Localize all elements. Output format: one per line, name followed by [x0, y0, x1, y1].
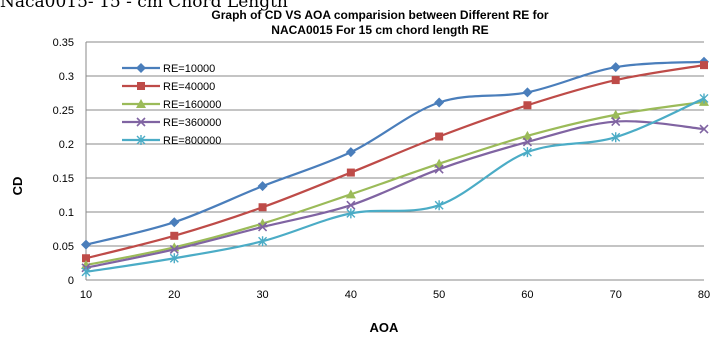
y-tick-label: 0.1: [59, 207, 74, 219]
series-layer: [81, 56, 709, 277]
legend-label: RE=160000: [163, 99, 221, 111]
data-point: [522, 130, 533, 140]
data-point: [169, 244, 179, 254]
data-point: [345, 189, 356, 199]
legend-entry: RE=40000: [122, 81, 215, 93]
data-point: [169, 253, 179, 264]
series-re-160000: [81, 96, 709, 270]
legend-entry: RE=800000: [122, 135, 221, 147]
data-point: [136, 99, 146, 108]
data-point: [170, 231, 179, 240]
axis-layer: 0 0.05 0.1 0.15 0.2 0.25 0.3 0.35 10 20 30 40 50 60 70…: [53, 37, 710, 301]
data-point: [169, 217, 180, 228]
data-point: [434, 200, 444, 211]
x-tick-label: 70: [610, 289, 622, 301]
data-point: [700, 61, 708, 70]
y-tick-label: 0.05: [53, 241, 74, 253]
data-point: [82, 254, 90, 263]
x-tick-label: 40: [345, 289, 357, 301]
data-point: [611, 76, 620, 85]
data-point: [258, 236, 268, 247]
data-point: [699, 93, 709, 104]
legend-label: RE=40000: [163, 81, 215, 93]
series-line: [85, 64, 705, 260]
data-point: [137, 82, 145, 90]
series-line: [85, 97, 705, 273]
data-point: [346, 168, 355, 177]
x-axis-title: AOA: [370, 320, 400, 335]
data-point: [257, 181, 268, 192]
data-point: [346, 208, 356, 219]
legend-entry: RE=160000: [122, 99, 221, 111]
series-re-40000: [82, 61, 708, 263]
series-re-360000: [81, 116, 709, 273]
data-point: [611, 116, 621, 127]
x-tick-label: 30: [256, 289, 268, 301]
legend-label: RE=10000: [163, 63, 215, 75]
data-point: [522, 87, 533, 98]
data-point: [136, 117, 146, 127]
y-tick-label: 0.35: [53, 37, 74, 49]
y-axis-title: CD: [10, 177, 25, 196]
y-tick-label: 0.3: [59, 71, 74, 83]
data-point: [611, 132, 621, 143]
data-point: [699, 124, 709, 134]
legend-label: RE=800000: [163, 135, 221, 147]
data-point: [345, 147, 356, 158]
legend-entry: RE=360000: [122, 117, 221, 129]
data-point: [610, 109, 621, 119]
chart-title: Graph of CD VS AOA comparision between D…: [211, 8, 548, 22]
data-point: [434, 158, 445, 168]
x-tick-label: 60: [521, 289, 533, 301]
data-point: [258, 222, 268, 232]
legend-entry: RE=10000: [122, 63, 215, 75]
page-header: Naca0015- 15 - cm Chord Length: [0, 0, 288, 12]
data-point: [435, 132, 444, 141]
legend-label: RE=360000: [163, 117, 221, 129]
data-point: [81, 266, 91, 277]
data-point: [434, 97, 445, 108]
y-tick-label: 0.15: [53, 173, 74, 185]
chart-subtitle: NACA0015 For 15 cm chord length RE: [271, 23, 488, 37]
x-tick-label: 20: [168, 289, 180, 301]
data-point: [610, 62, 621, 73]
data-point: [258, 203, 267, 212]
series-line: [85, 100, 705, 267]
data-point: [434, 164, 444, 174]
y-tick-label: 0: [68, 275, 74, 287]
legend: RE=10000 RE=40000 RE=160000 RE=360000 RE=800…: [122, 63, 221, 147]
data-point: [346, 200, 356, 210]
x-tick-label: 50: [433, 289, 445, 301]
series-re-800000: [81, 93, 709, 277]
series-re-10000: [81, 56, 709, 250]
data-point: [81, 239, 91, 250]
series-line: [85, 60, 705, 246]
y-tick-label: 0.25: [53, 105, 74, 117]
x-tick-label: 80: [698, 289, 710, 301]
x-tick-label: 10: [80, 289, 92, 301]
data-point: [136, 135, 146, 145]
series-line: [85, 120, 705, 269]
y-tick-label: 0.2: [59, 139, 74, 151]
data-point: [522, 147, 532, 158]
data-point: [522, 137, 532, 147]
data-point: [136, 63, 146, 73]
data-point: [523, 101, 532, 110]
